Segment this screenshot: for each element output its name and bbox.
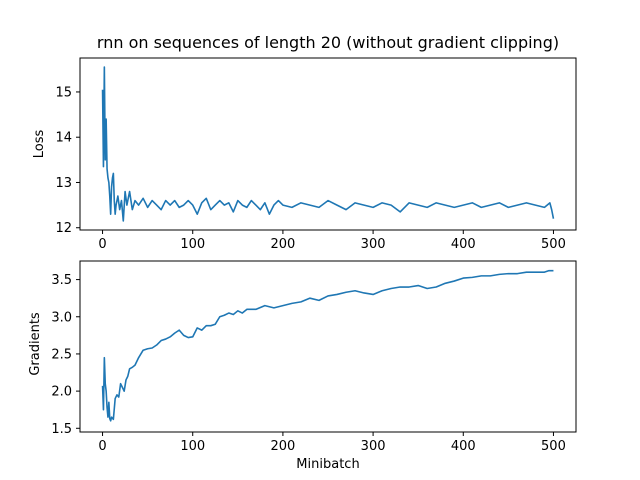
gradients-x-tick-label: 100 (180, 439, 205, 454)
gradients-axes-frame (79, 260, 577, 433)
loss-x-tick-label: 400 (451, 237, 476, 252)
gradients-y-axis-label: Gradients (28, 312, 43, 376)
gradients-y-tick-label: 3.5 (51, 273, 72, 288)
loss-axes: Loss 0 100 200 300 400 500 12 13 14 15 (32, 57, 577, 252)
loss-axes-frame (79, 57, 577, 231)
chart-title: rnn on sequences of length 20 (without g… (97, 33, 559, 52)
gradients-axes: Gradients Minibatch 0 100 200 300 400 500 1.5 2… (28, 260, 577, 472)
loss-x-tick-label: 200 (270, 237, 295, 252)
x-axis-label: Minibatch (296, 457, 359, 472)
loss-y-tick-label: 13 (55, 176, 72, 191)
gradients-y-tick-label: 2.0 (51, 385, 72, 400)
gradients-y-tick-label: 3.0 (51, 310, 72, 325)
gradients-series-line (101, 269, 554, 422)
loss-x-tick-label: 0 (98, 237, 106, 252)
loss-y-axis-label: Loss (32, 130, 47, 159)
gradients-x-tick-label: 500 (541, 439, 566, 454)
loss-y-tick-label: 12 (55, 221, 72, 236)
loss-y-tick-label: 15 (55, 85, 72, 100)
loss-series-line (101, 66, 555, 222)
loss-y-tick-label: 14 (55, 131, 72, 146)
loss-x-tick-label: 100 (180, 237, 205, 252)
loss-x-tick-label: 300 (361, 237, 386, 252)
loss-x-tick-label: 500 (541, 237, 566, 252)
gradients-x-tick-label: 0 (98, 439, 106, 454)
gradients-y-tick-label: 2.5 (51, 347, 72, 362)
gradients-x-tick-label: 300 (361, 439, 386, 454)
gradients-x-tick-label: 200 (270, 439, 295, 454)
gradients-y-tick-label: 1.5 (51, 422, 72, 437)
gradients-x-tick-label: 400 (451, 439, 476, 454)
